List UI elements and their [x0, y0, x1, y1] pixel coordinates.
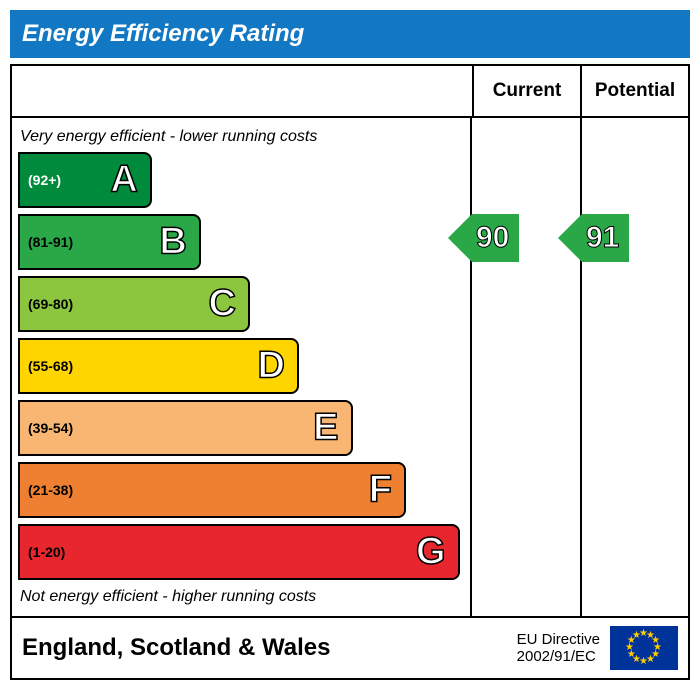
header-current: Current: [472, 66, 580, 116]
band-range-b: (81-91): [28, 234, 73, 250]
pointer-current-arrow-icon: [448, 214, 472, 262]
band-range-a: (92+): [28, 172, 61, 188]
footer-region: England, Scotland & Wales: [22, 634, 517, 662]
bands-column: Very energy efficient - lower running co…: [12, 118, 472, 616]
band-bar-d: (55-68) D: [18, 338, 299, 394]
pointer-current: 90: [448, 214, 519, 262]
pointer-potential: 91: [558, 214, 629, 262]
band-bar-f: (21-38) F: [18, 462, 406, 518]
header-potential: Potential: [580, 66, 688, 116]
eu-flag-icon: ★★★★★★★★★★★★: [610, 626, 678, 670]
caption-top: Very energy efficient - lower running co…: [18, 126, 464, 152]
band-row-d: (55-68) D: [18, 338, 464, 394]
pointer-potential-value: 91: [582, 214, 629, 262]
directive-line2: 2002/91/EC: [517, 648, 600, 665]
band-letter-a: A: [110, 159, 137, 202]
pointer-current-value: 90: [472, 214, 519, 262]
band-letter-g: G: [416, 531, 446, 574]
band-row-c: (69-80) C: [18, 276, 464, 332]
band-letter-e: E: [313, 407, 338, 450]
pointer-potential-arrow-icon: [558, 214, 582, 262]
band-bar-b: (81-91) B: [18, 214, 201, 270]
footer-directive: EU Directive 2002/91/EC: [517, 631, 600, 666]
band-range-d: (55-68): [28, 358, 73, 374]
eu-star-icon: ★: [632, 630, 641, 641]
band-row-g: (1-20) G: [18, 524, 464, 580]
chart-box: Current Potential Very energy efficient …: [10, 64, 690, 680]
chart-body: Very energy efficient - lower running co…: [12, 118, 688, 616]
band-range-f: (21-38): [28, 482, 73, 498]
band-range-e: (39-54): [28, 420, 73, 436]
band-bar-c: (69-80) C: [18, 276, 250, 332]
band-row-e: (39-54) E: [18, 400, 464, 456]
band-bar-g: (1-20) G: [18, 524, 460, 580]
column-headers: Current Potential: [12, 66, 688, 118]
band-range-c: (69-80): [28, 296, 73, 312]
epc-container: Energy Efficiency Rating Current Potenti…: [0, 0, 700, 690]
band-row-b: (81-91) B: [18, 214, 464, 270]
footer: England, Scotland & Wales EU Directive 2…: [12, 616, 688, 678]
potential-column: 91: [580, 118, 688, 616]
header-spacer: [12, 66, 472, 116]
band-letter-c: C: [208, 283, 235, 326]
caption-bottom: Not energy efficient - higher running co…: [18, 586, 464, 612]
band-bar-e: (39-54) E: [18, 400, 353, 456]
title-bar: Energy Efficiency Rating: [10, 10, 690, 58]
band-range-g: (1-20): [28, 544, 65, 560]
directive-line1: EU Directive: [517, 631, 600, 648]
title-text: Energy Efficiency Rating: [22, 20, 304, 47]
band-letter-b: B: [159, 221, 186, 264]
band-letter-d: D: [258, 345, 285, 388]
band-row-a: (92+) A: [18, 152, 464, 208]
current-column: 90: [472, 118, 580, 616]
band-row-f: (21-38) F: [18, 462, 464, 518]
band-bar-a: (92+) A: [18, 152, 152, 208]
band-letter-f: F: [369, 469, 392, 512]
